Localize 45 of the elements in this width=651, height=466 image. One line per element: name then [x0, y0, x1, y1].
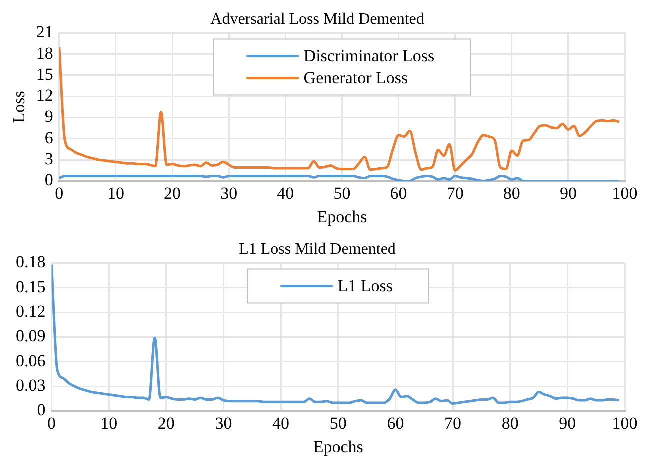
x-tick-label: 90: [560, 184, 577, 203]
line-series: [52, 264, 621, 406]
legend-label: L1 Loss: [338, 276, 393, 296]
legend-label: Discriminator Loss: [304, 46, 435, 66]
y-tick-label: 21: [36, 22, 54, 42]
line-series: [59, 46, 621, 172]
y-tick-label: 12: [36, 86, 54, 106]
y-tick-label: 0.09: [16, 326, 46, 346]
y-tick-label: 0: [37, 400, 46, 420]
x-tick-label: 60: [390, 184, 408, 203]
x-tick-label: 80: [503, 184, 520, 203]
x-tick-label: 60: [387, 414, 404, 433]
y-axis-title: Loss: [10, 91, 29, 124]
x-axis-title: Epochs: [313, 437, 364, 456]
y-tick-label: 18: [36, 44, 54, 63]
chart-title: L1 Loss Mild Demented: [239, 240, 396, 258]
y-tick-label: 0.03: [16, 376, 46, 395]
y-tick-label: 3: [44, 150, 54, 169]
y-tick-label: 0.18: [16, 252, 46, 272]
chart-title: Adversarial Loss Mild Demented: [210, 10, 424, 28]
y-tick-label: 9: [44, 107, 54, 126]
legend-label: Generator Loss: [304, 68, 408, 88]
y-tick-label: 0.15: [16, 277, 46, 296]
x-tick-label: 40: [272, 414, 290, 433]
x-tick-label: 70: [444, 414, 462, 433]
y-tick-label: 6: [44, 128, 54, 148]
x-tick-label: 100: [612, 414, 638, 433]
x-tick-label: 20: [158, 414, 175, 433]
y-tick-label: 0: [44, 170, 54, 190]
x-tick-label: 70: [446, 184, 464, 203]
x-tick-label: 30: [220, 184, 238, 203]
x-tick-label: 20: [164, 184, 182, 203]
x-tick-label: 10: [107, 184, 124, 203]
y-tick-label: 0.12: [16, 302, 46, 321]
x-tick-label: 90: [559, 414, 576, 433]
x-tick-label: 100: [612, 184, 638, 203]
x-tick-label: 40: [277, 184, 294, 203]
x-tick-label: 30: [215, 414, 232, 433]
x-tick-label: 50: [334, 184, 351, 203]
x-axis-title: Epochs: [317, 207, 368, 226]
y-tick-label: 0.06: [16, 351, 46, 370]
x-tick-label: 80: [502, 414, 519, 433]
y-tick-label: 15: [36, 64, 54, 84]
x-tick-label: 10: [100, 414, 118, 433]
x-tick-label: 50: [330, 414, 347, 433]
